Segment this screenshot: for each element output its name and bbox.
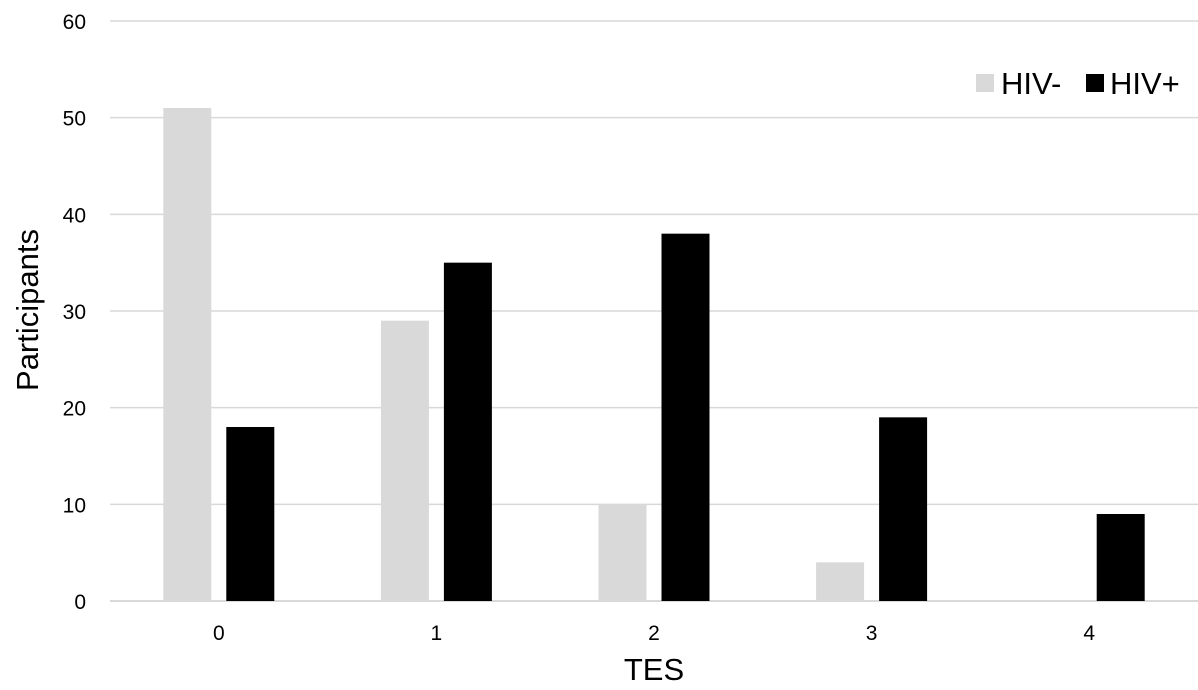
x-axis-title: TES [624,652,684,687]
gridlines [110,20,1198,602]
y-tick-label: 40 [63,204,86,227]
legend-swatch-hiv-positive [1086,74,1104,92]
y-tick-label: 50 [63,108,86,131]
y-axis-ticks: 0 10 20 30 40 50 60 [63,11,86,614]
legend: HIV- HIV+ [976,66,1180,101]
bar-hiv-positive-tes-0 [226,427,275,601]
x-tick-label: 0 [213,622,225,645]
legend-label-hiv-negative: HIV- [1001,66,1061,101]
bar-hiv-negative-tes-1 [380,320,429,601]
x-tick-label: 2 [648,622,660,645]
y-tick-label: 60 [63,11,86,34]
x-tick-label: 4 [1083,622,1095,645]
y-tick-label: 20 [63,398,86,421]
legend-swatch-hiv-negative [976,74,994,92]
bar-hiv-positive-tes-4 [1096,514,1145,601]
bar-hiv-negative-tes-0 [163,108,212,601]
legend-label-hiv-positive: HIV+ [1110,66,1180,101]
x-axis-ticks: 0 1 2 3 4 [213,622,1095,645]
bar-hiv-negative-tes-2 [598,504,647,601]
y-tick-label: 0 [74,591,86,614]
bars [163,108,1145,601]
bar-hiv-negative-tes-3 [816,562,865,601]
bar-hiv-positive-tes-2 [661,233,710,601]
bar-hiv-positive-tes-1 [443,262,492,601]
x-tick-label: 1 [431,622,443,645]
y-tick-label: 30 [63,301,86,324]
y-tick-label: 10 [63,494,86,517]
y-axis-title: Participants [10,229,45,391]
x-tick-label: 3 [866,622,878,645]
bar-hiv-positive-tes-3 [879,417,928,601]
